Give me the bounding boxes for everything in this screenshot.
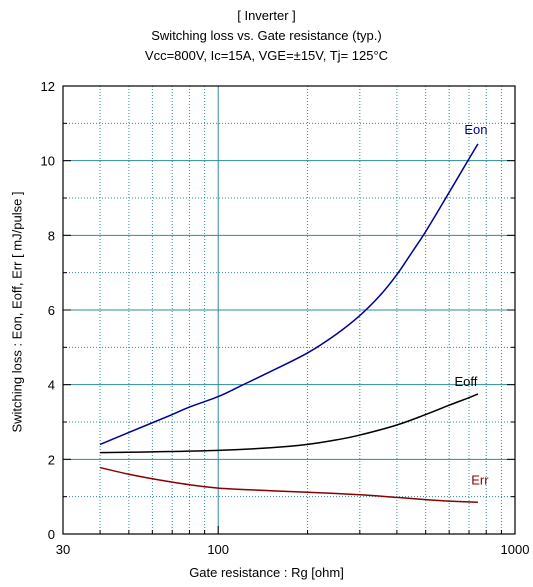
y-tick-label: 10 <box>41 154 55 169</box>
x-tick-label: 100 <box>207 542 229 557</box>
y-tick-label: 8 <box>48 228 55 243</box>
chart-conditions: Vcc=800V, Ic=15A, VGE=±15V, Tj= 125°C <box>144 48 389 63</box>
x-tick-label: 1000 <box>501 542 530 557</box>
series-line-err <box>99 466 478 504</box>
x-tick-label: 30 <box>56 542 70 557</box>
y-tick-label: 2 <box>48 452 55 467</box>
series-line-eoff <box>100 393 479 454</box>
series-label-eon: Eon <box>464 122 487 137</box>
series-line-eon <box>99 143 479 446</box>
chart-title: [ Inverter ] <box>237 8 296 23</box>
y-tick-label: 4 <box>48 378 55 393</box>
y-tick-label: 12 <box>41 79 55 94</box>
y-tick-label: 0 <box>48 527 55 542</box>
y-tick-label: 6 <box>48 303 55 318</box>
x-axis-label: Gate resistance : Rg [ohm] <box>189 565 344 580</box>
series-label-err: Err <box>471 472 489 487</box>
series-label-eoff: Eoff <box>454 374 477 389</box>
y-axis-label: Switching loss : Eon, Eoff, Err [ mJ/pul… <box>9 191 25 433</box>
chart-subtitle: Switching loss vs. Gate resistance (typ.… <box>151 28 382 43</box>
